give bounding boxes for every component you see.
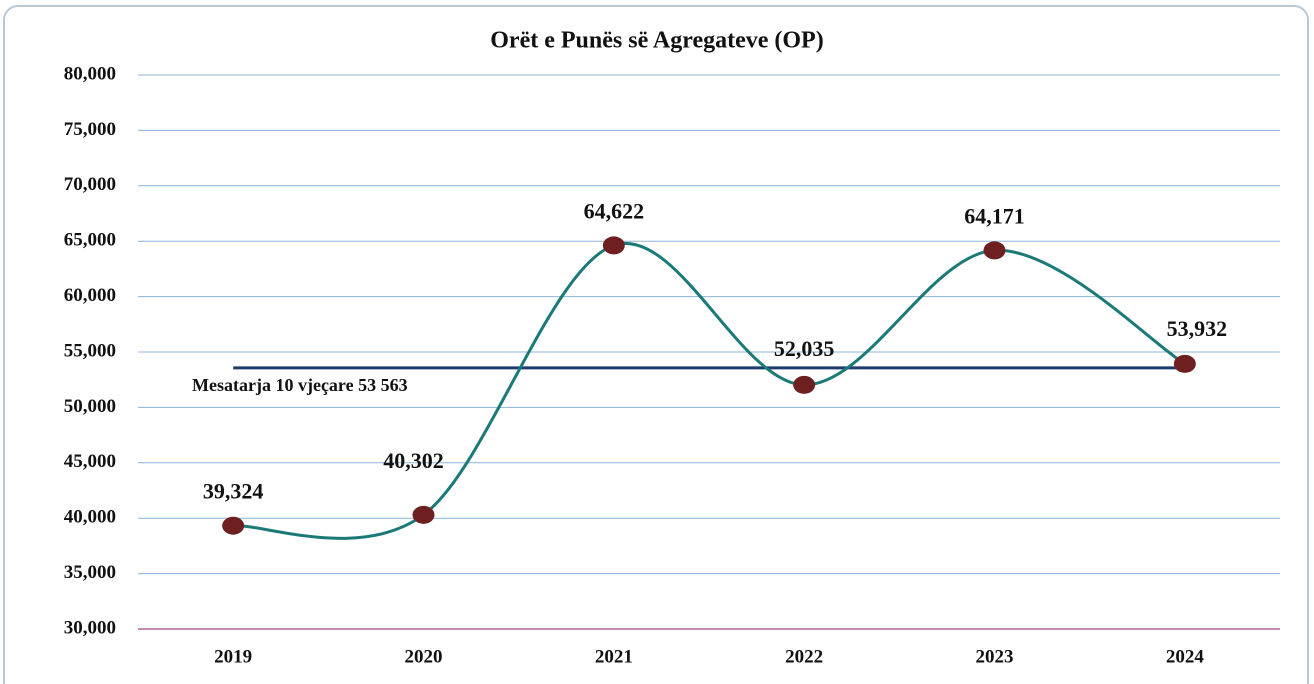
marker [222,516,245,535]
y-tick-label: 80,000 [64,63,116,84]
y-tick-label: 40,000 [64,507,116,528]
data-label: 52,035 [774,336,835,361]
data-label: 53,932 [1167,316,1228,341]
chart-title: Orët e Punës së Agregateve (OP) [490,28,823,54]
x-tick-label: 2024 [1166,646,1205,667]
marker [602,236,625,255]
y-tick-label: 45,000 [64,451,116,472]
y-tick-label: 30,000 [64,617,116,638]
marker [983,241,1006,260]
y-tick-label: 35,000 [64,562,116,583]
marker [412,505,435,524]
x-tick-label: 2019 [214,646,252,667]
y-tick-label: 55,000 [64,340,116,361]
y-tick-label: 50,000 [64,396,116,417]
marker [793,375,816,394]
y-tick-label: 60,000 [64,285,116,306]
y-tick-label: 65,000 [64,230,116,251]
data-label: 39,324 [203,479,264,504]
marker [1173,354,1196,373]
x-tick-label: 2020 [405,646,443,667]
y-tick-label: 70,000 [64,174,116,195]
data-label: 64,171 [964,203,1025,228]
chart-frame [3,5,1309,684]
x-tick-label: 2023 [976,646,1014,667]
x-tick-label: 2021 [595,646,633,667]
data-label: 64,622 [584,198,645,223]
average-label: Mesatarja 10 vjeçare 53 563 [192,375,408,395]
x-tick-label: 2022 [785,646,823,667]
y-tick-label: 75,000 [64,119,116,140]
data-label: 40,302 [383,448,444,473]
